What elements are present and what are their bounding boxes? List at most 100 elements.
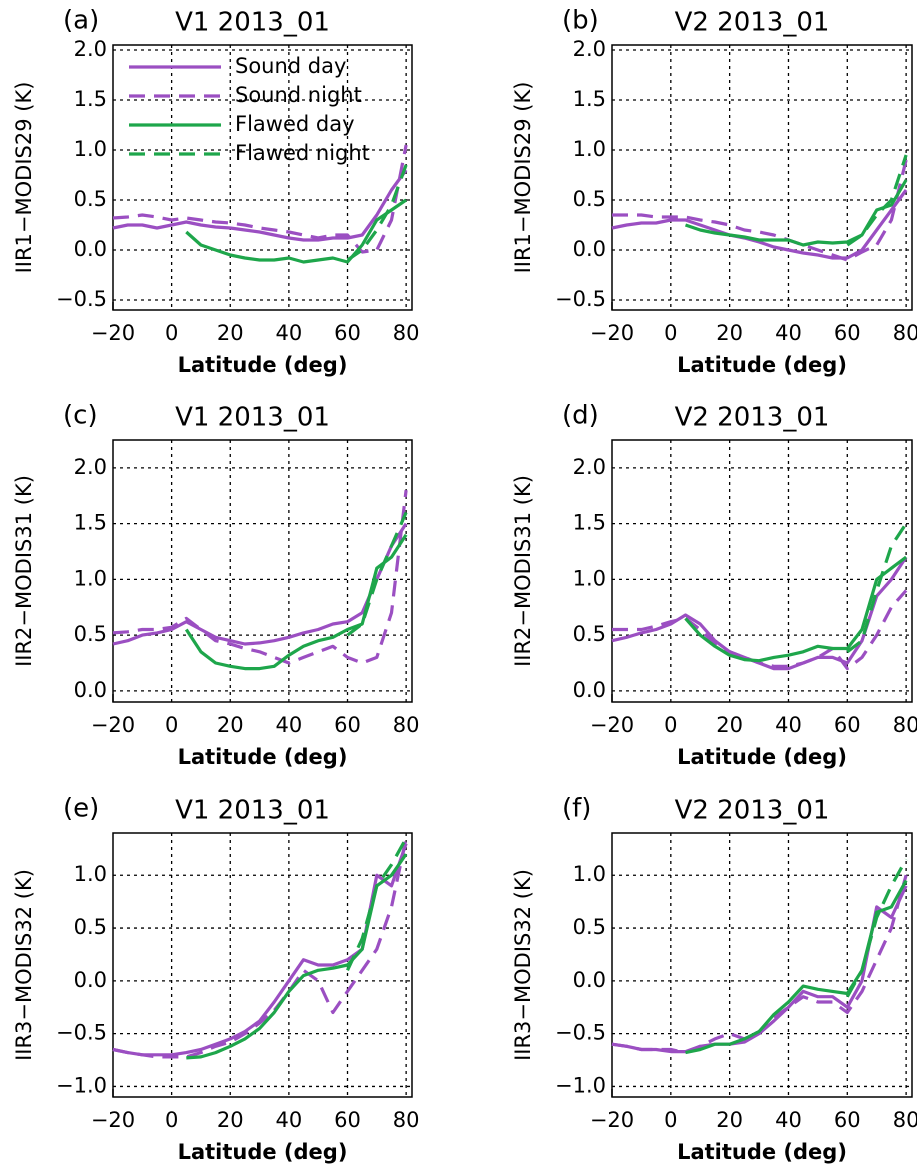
series-line [612, 589, 908, 671]
y-tick-label: 0.5 [74, 187, 107, 211]
legend-label: Flawed night [235, 141, 370, 165]
x-tick-label: 80 [893, 1108, 917, 1132]
chart-title: V2 2013_01 [675, 796, 830, 826]
legend-label: Sound day [235, 54, 346, 78]
x-tick-label: 20 [716, 713, 743, 737]
y-tick-label: 0.5 [573, 622, 606, 646]
legend-label: Flawed day [235, 112, 355, 136]
x-tick-label: 40 [775, 321, 802, 345]
y-tick-label: 1.0 [74, 137, 107, 161]
series-line [612, 159, 908, 262]
y-tick-label: 1.5 [573, 87, 606, 111]
x-tick-label: −20 [590, 713, 634, 737]
x-tick-label: 0 [664, 1108, 677, 1132]
y-axis-label: IIR2−MODIS31 (K) [511, 475, 535, 667]
panel-label: (d) [562, 401, 599, 431]
x-tick-label: 80 [893, 713, 917, 737]
y-tick-label: 2.0 [74, 455, 107, 479]
x-tick-label: −20 [91, 321, 135, 345]
series-line [186, 853, 408, 1060]
x-tick-label: 60 [834, 321, 861, 345]
series-line [184, 533, 408, 671]
plot-frame [611, 44, 913, 311]
x-tick-label: −20 [91, 713, 135, 737]
y-tick-label: 1.0 [573, 862, 606, 886]
x-tick-label: 20 [716, 321, 743, 345]
x-axis-label: Latitude (deg) [178, 745, 348, 769]
plot-frame [611, 832, 913, 1098]
y-axis-label: IIR1−MODIS29 (K) [511, 82, 535, 274]
y-tick-label: 0.0 [74, 968, 107, 992]
x-tick-label: 0 [165, 713, 178, 737]
y-tick-label: 1.0 [573, 137, 606, 161]
y-tick-label: 0.0 [573, 237, 606, 261]
x-axis-label: Latitude (deg) [178, 353, 348, 377]
y-tick-label: 1.0 [74, 862, 107, 886]
y-tick-label: 0.5 [74, 622, 107, 646]
x-tick-label: 0 [664, 321, 677, 345]
y-tick-label: 1.0 [74, 566, 107, 590]
chart-title: V1 2013_01 [175, 8, 330, 38]
chart-title: V2 2013_01 [675, 403, 830, 433]
y-tick-label: 0.0 [74, 678, 107, 702]
series-line [112, 169, 408, 242]
x-tick-label: −20 [590, 1108, 634, 1132]
x-tick-label: 60 [334, 1108, 361, 1132]
x-tick-label: 20 [217, 1108, 244, 1132]
series-line [684, 555, 908, 663]
y-tick-label: −0.5 [56, 1021, 107, 1045]
series-line [846, 154, 908, 247]
x-tick-label: 60 [834, 1108, 861, 1132]
y-tick-label: 2.0 [573, 37, 606, 61]
x-tick-label: 20 [217, 713, 244, 737]
x-axis-label: Latitude (deg) [677, 353, 847, 377]
series-line [611, 885, 908, 1054]
x-tick-label: 60 [834, 713, 861, 737]
y-axis-label: IIR3−MODIS32 (K) [511, 869, 535, 1061]
plot-frame [112, 832, 413, 1098]
x-tick-label: 40 [775, 1108, 802, 1132]
y-tick-label: 1.0 [573, 566, 606, 590]
x-tick-label: 40 [276, 713, 303, 737]
series-line [112, 522, 408, 646]
y-axis-label: IIR2−MODIS31 (K) [12, 475, 36, 667]
y-tick-label: −0.5 [555, 287, 606, 311]
x-tick-label: 60 [334, 321, 361, 345]
plot-frame [112, 439, 413, 703]
series-line [346, 511, 408, 637]
series-line [112, 837, 408, 1059]
x-tick-label: 80 [393, 321, 420, 345]
x-tick-label: 20 [716, 1108, 743, 1132]
y-tick-label: 0.5 [573, 915, 606, 939]
x-tick-label: 0 [664, 713, 677, 737]
plot-frame [611, 439, 913, 703]
panel-label: (e) [63, 794, 99, 824]
x-tick-label: 60 [334, 713, 361, 737]
x-tick-label: 80 [393, 713, 420, 737]
series-line [846, 522, 908, 654]
chart-title: V1 2013_01 [175, 796, 330, 826]
x-axis-label: Latitude (deg) [178, 1140, 348, 1164]
y-tick-label: 1.5 [573, 511, 606, 535]
series-line [611, 189, 908, 260]
chart-title: V2 2013_01 [675, 8, 830, 38]
series-line [112, 490, 408, 665]
x-tick-label: 0 [165, 1108, 178, 1132]
legend-label: Sound night [235, 83, 362, 107]
y-tick-label: 0.0 [74, 237, 107, 261]
panel-label: (a) [63, 6, 99, 36]
y-tick-label: 0.5 [74, 915, 107, 939]
x-tick-label: 40 [276, 1108, 303, 1132]
series-line [112, 144, 408, 254]
panel-label: (f) [562, 794, 591, 824]
chart-title: V1 2013_01 [175, 403, 330, 433]
x-tick-label: 40 [276, 321, 303, 345]
x-tick-label: 80 [393, 1108, 420, 1132]
series-line [346, 837, 408, 971]
plot-frame [112, 44, 413, 311]
x-tick-label: 20 [217, 321, 244, 345]
x-tick-label: −20 [590, 321, 634, 345]
panel-label: (b) [562, 6, 599, 36]
series-line [346, 164, 408, 262]
